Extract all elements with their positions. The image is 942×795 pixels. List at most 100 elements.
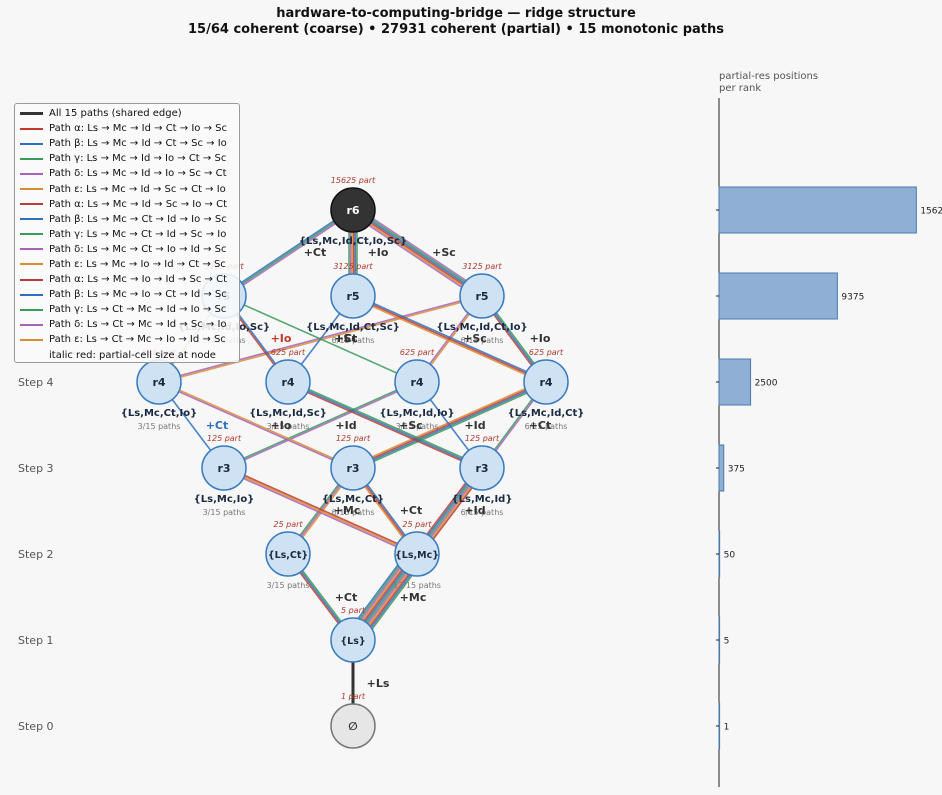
node-set-label: {Ls,Mc,Id} bbox=[452, 494, 513, 505]
legend-item-path: Path ε: Ls → Ct → Mc → Io → Id → Sc bbox=[20, 332, 234, 347]
lattice-node: r4 625 part {Ls,Mc,Id,Ct} 6/15 paths bbox=[508, 348, 585, 431]
path-edge-line bbox=[158, 381, 353, 470]
node-part-size: 3125 part bbox=[462, 262, 502, 271]
path-edge-line bbox=[223, 295, 418, 383]
step-label: Step 3 bbox=[18, 462, 54, 475]
node-part-size: 125 part bbox=[207, 434, 242, 443]
legend-label: Path γ: Ls → Mc → Id → Io → Ct → Sc bbox=[49, 153, 227, 165]
legend-swatch bbox=[20, 293, 43, 296]
legend-label: Path δ: Ls → Ct → Mc → Id → Sc → Io bbox=[49, 319, 227, 331]
node-path-count: 3/15 paths bbox=[203, 508, 246, 517]
node-label: ∅ bbox=[348, 720, 357, 733]
node-path-count: 3/15 paths bbox=[138, 422, 181, 431]
title-block: hardware-to-computing-bridge — ridge str… bbox=[0, 6, 912, 38]
legend-swatch bbox=[20, 142, 43, 145]
node-set-label: {Ls,Mc,Id,Ct,Io,Sc} bbox=[299, 236, 407, 247]
legend-item-path: Path β: Ls → Mc → Io → Ct → Id → Sc bbox=[20, 287, 234, 302]
legend-note: italic red: partial-cell size at node bbox=[49, 349, 216, 361]
bar-value-label: 50 bbox=[724, 551, 736, 561]
node-part-size: 25 part bbox=[273, 520, 303, 529]
legend-label: Path δ: Ls → Mc → Id → Io → Sc → Ct bbox=[49, 168, 227, 180]
bar bbox=[718, 444, 725, 492]
path-edge-line bbox=[287, 382, 482, 471]
bar bbox=[718, 186, 917, 234]
edge-label: +Ls bbox=[367, 677, 390, 690]
node-circle bbox=[459, 445, 505, 491]
step-labels: Step 0 Step 1 Step 2 Step 3 Step 4 bbox=[18, 376, 54, 733]
node-part-size: 25 part bbox=[402, 520, 432, 529]
legend-item-path: Path α: Ls → Mc → Io → Id → Sc → Ct bbox=[20, 272, 234, 287]
path-edge-line bbox=[354, 206, 485, 294]
node-part-size: 3125 part bbox=[333, 262, 373, 271]
legend-item-path: Path α: Ls → Mc → Id → Sc → Io → Ct bbox=[20, 197, 234, 212]
node-circle bbox=[394, 531, 440, 577]
legend-swatch bbox=[20, 172, 43, 175]
legend-label: Path γ: Ls → Ct → Mc → Id → Io → Sc bbox=[49, 304, 227, 316]
node-circle bbox=[330, 703, 376, 749]
legend-item-path: Path γ: Ls → Mc → Id → Io → Ct → Sc bbox=[20, 151, 234, 166]
edge-label: +Ct bbox=[400, 504, 423, 517]
legend-swatch bbox=[20, 188, 43, 191]
node-label: r5 bbox=[346, 290, 359, 303]
node-label: {Ls,Mc} bbox=[395, 550, 439, 561]
edge-labels: +Ls +Ct +Mc +Mc +Ct +Id +Ct +Io +Id +Sc +Id +Ct +Io +… bbox=[206, 246, 552, 690]
lattice-node: r6 15625 part {Ls,Mc,Id,Ct,Io,Sc} bbox=[299, 176, 407, 247]
legend-label: All 15 paths (shared edge) bbox=[49, 108, 182, 120]
legend-swatch bbox=[20, 127, 43, 130]
edge-label: +Mc bbox=[334, 504, 361, 517]
legend-label: Path ε: Ls → Ct → Mc → Io → Id → Sc bbox=[49, 334, 226, 346]
node-label: r4 bbox=[281, 376, 294, 389]
legend-item-path: Path γ: Ls → Mc → Ct → Id → Sc → Io bbox=[20, 227, 234, 242]
edge-label: +Sc bbox=[432, 246, 456, 259]
lattice-node: r3 125 part {Ls,Mc,Ct} 6/15 paths bbox=[322, 434, 384, 517]
node-set-label: {Ls,Mc,Id,Ct,Sc} bbox=[306, 322, 400, 333]
edge-label: +Id bbox=[335, 419, 356, 432]
node-path-count: 3/15 paths bbox=[267, 581, 310, 590]
node-part-size: 625 part bbox=[400, 348, 435, 357]
legend-item-path: Path δ: Ls → Ct → Mc → Id → Sc → Io bbox=[20, 317, 234, 332]
node-set-label: {Ls,Mc,Id,Sc} bbox=[249, 408, 327, 419]
legend-item-path: Path ε: Ls → Mc → Io → Id → Ct → Sc bbox=[20, 257, 234, 272]
path-edge-line bbox=[351, 211, 482, 299]
path-edge-line bbox=[223, 380, 417, 468]
legend-paths: Path α: Ls → Mc → Id → Ct → Io → Sc Path … bbox=[20, 121, 234, 347]
edge-label: +Sc bbox=[334, 332, 358, 345]
edge-label: +Mc bbox=[400, 591, 427, 604]
legend-swatch bbox=[20, 233, 43, 236]
path-edge-line bbox=[158, 380, 354, 469]
edge-label: +Sc bbox=[399, 419, 423, 432]
bar bbox=[718, 272, 838, 320]
node-circle bbox=[330, 617, 376, 663]
node-path-count: 3/15 paths bbox=[267, 422, 310, 431]
path-edge-line bbox=[353, 293, 547, 382]
edge-label: +Sc bbox=[463, 332, 487, 345]
legend-item-path: Path δ: Ls → Mc → Ct → Io → Id → Sc bbox=[20, 242, 234, 257]
node-set-label: {Ls,Mc,Io} bbox=[194, 494, 255, 505]
legend-label: Path α: Ls → Mc → Id → Sc → Io → Ct bbox=[49, 198, 227, 210]
node-set-label: {Ls,Mc,Id,Ct} bbox=[508, 408, 585, 419]
legend-item-path: Path δ: Ls → Mc → Id → Io → Sc → Ct bbox=[20, 166, 234, 181]
node-label: r3 bbox=[217, 462, 230, 475]
legend-label: Path β: Ls → Mc → Id → Ct → Sc → Io bbox=[49, 138, 227, 150]
node-circle bbox=[523, 359, 569, 405]
node-set-label: {Ls,Mc,Id,Ct,Io} bbox=[436, 322, 527, 333]
node-circle bbox=[265, 531, 311, 577]
legend-item-path: Path β: Ls → Mc → Id → Ct → Sc → Io bbox=[20, 136, 234, 151]
bar-chart-title: per rank bbox=[719, 83, 761, 94]
legend-label: Path β: Ls → Mc → Ct → Id → Io → Sc bbox=[49, 213, 227, 225]
node-part-size: 5 part bbox=[341, 606, 366, 615]
node-label: r5 bbox=[475, 290, 488, 303]
path-edge-line bbox=[224, 465, 418, 554]
edge-label: +Io bbox=[530, 332, 551, 345]
node-set-label: {Ls,Mc,Ct} bbox=[322, 494, 384, 505]
node-path-count: 6/15 paths bbox=[525, 422, 568, 431]
legend-item-path: Path γ: Ls → Ct → Mc → Id → Io → Sc bbox=[20, 302, 234, 317]
edge-label: +Id bbox=[464, 419, 485, 432]
edge-label: +Ct bbox=[335, 332, 358, 345]
edge-label: +Ct bbox=[529, 419, 552, 432]
legend-label: Path β: Ls → Mc → Io → Ct → Id → Sc bbox=[49, 289, 227, 301]
bar bbox=[718, 530, 721, 578]
lattice-node: ∅ 1 part bbox=[330, 692, 376, 749]
legend-swatch bbox=[20, 338, 43, 341]
node-label: r4 bbox=[152, 376, 165, 389]
